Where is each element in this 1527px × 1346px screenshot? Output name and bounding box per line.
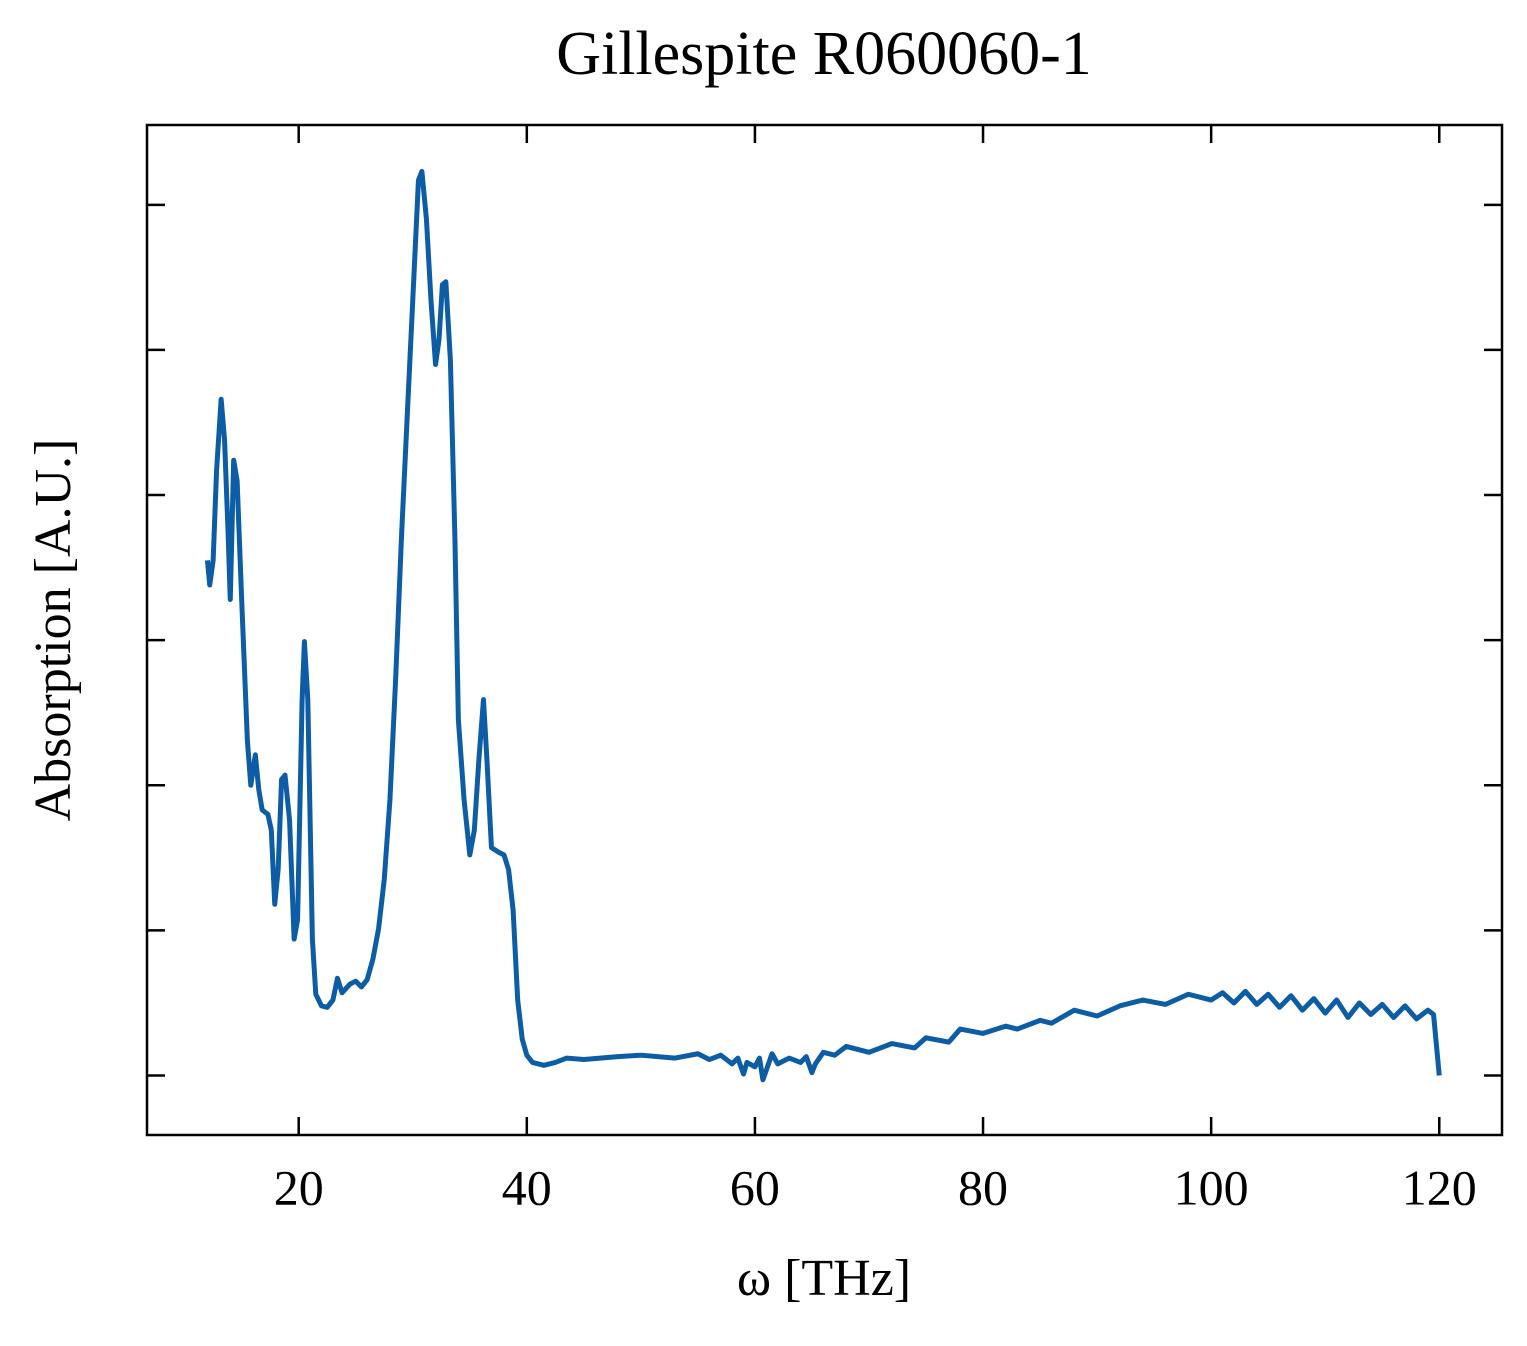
y-axis-label: Absorption [A.U.] xyxy=(25,439,82,822)
x-tick-label: 80 xyxy=(958,1159,1008,1215)
x-tick-label: 120 xyxy=(1402,1159,1477,1215)
data-line xyxy=(204,168,1442,1083)
chart-title: Gillespite R060060-1 xyxy=(556,20,1092,88)
x-tick-label: 100 xyxy=(1174,1159,1249,1215)
x-tick-label: 40 xyxy=(502,1159,552,1215)
plot-frame xyxy=(145,123,1504,1137)
x-tick-label: 20 xyxy=(274,1159,324,1215)
x-axis-label: ω [THz] xyxy=(737,1250,911,1307)
x-tick-label: 60 xyxy=(730,1159,780,1215)
